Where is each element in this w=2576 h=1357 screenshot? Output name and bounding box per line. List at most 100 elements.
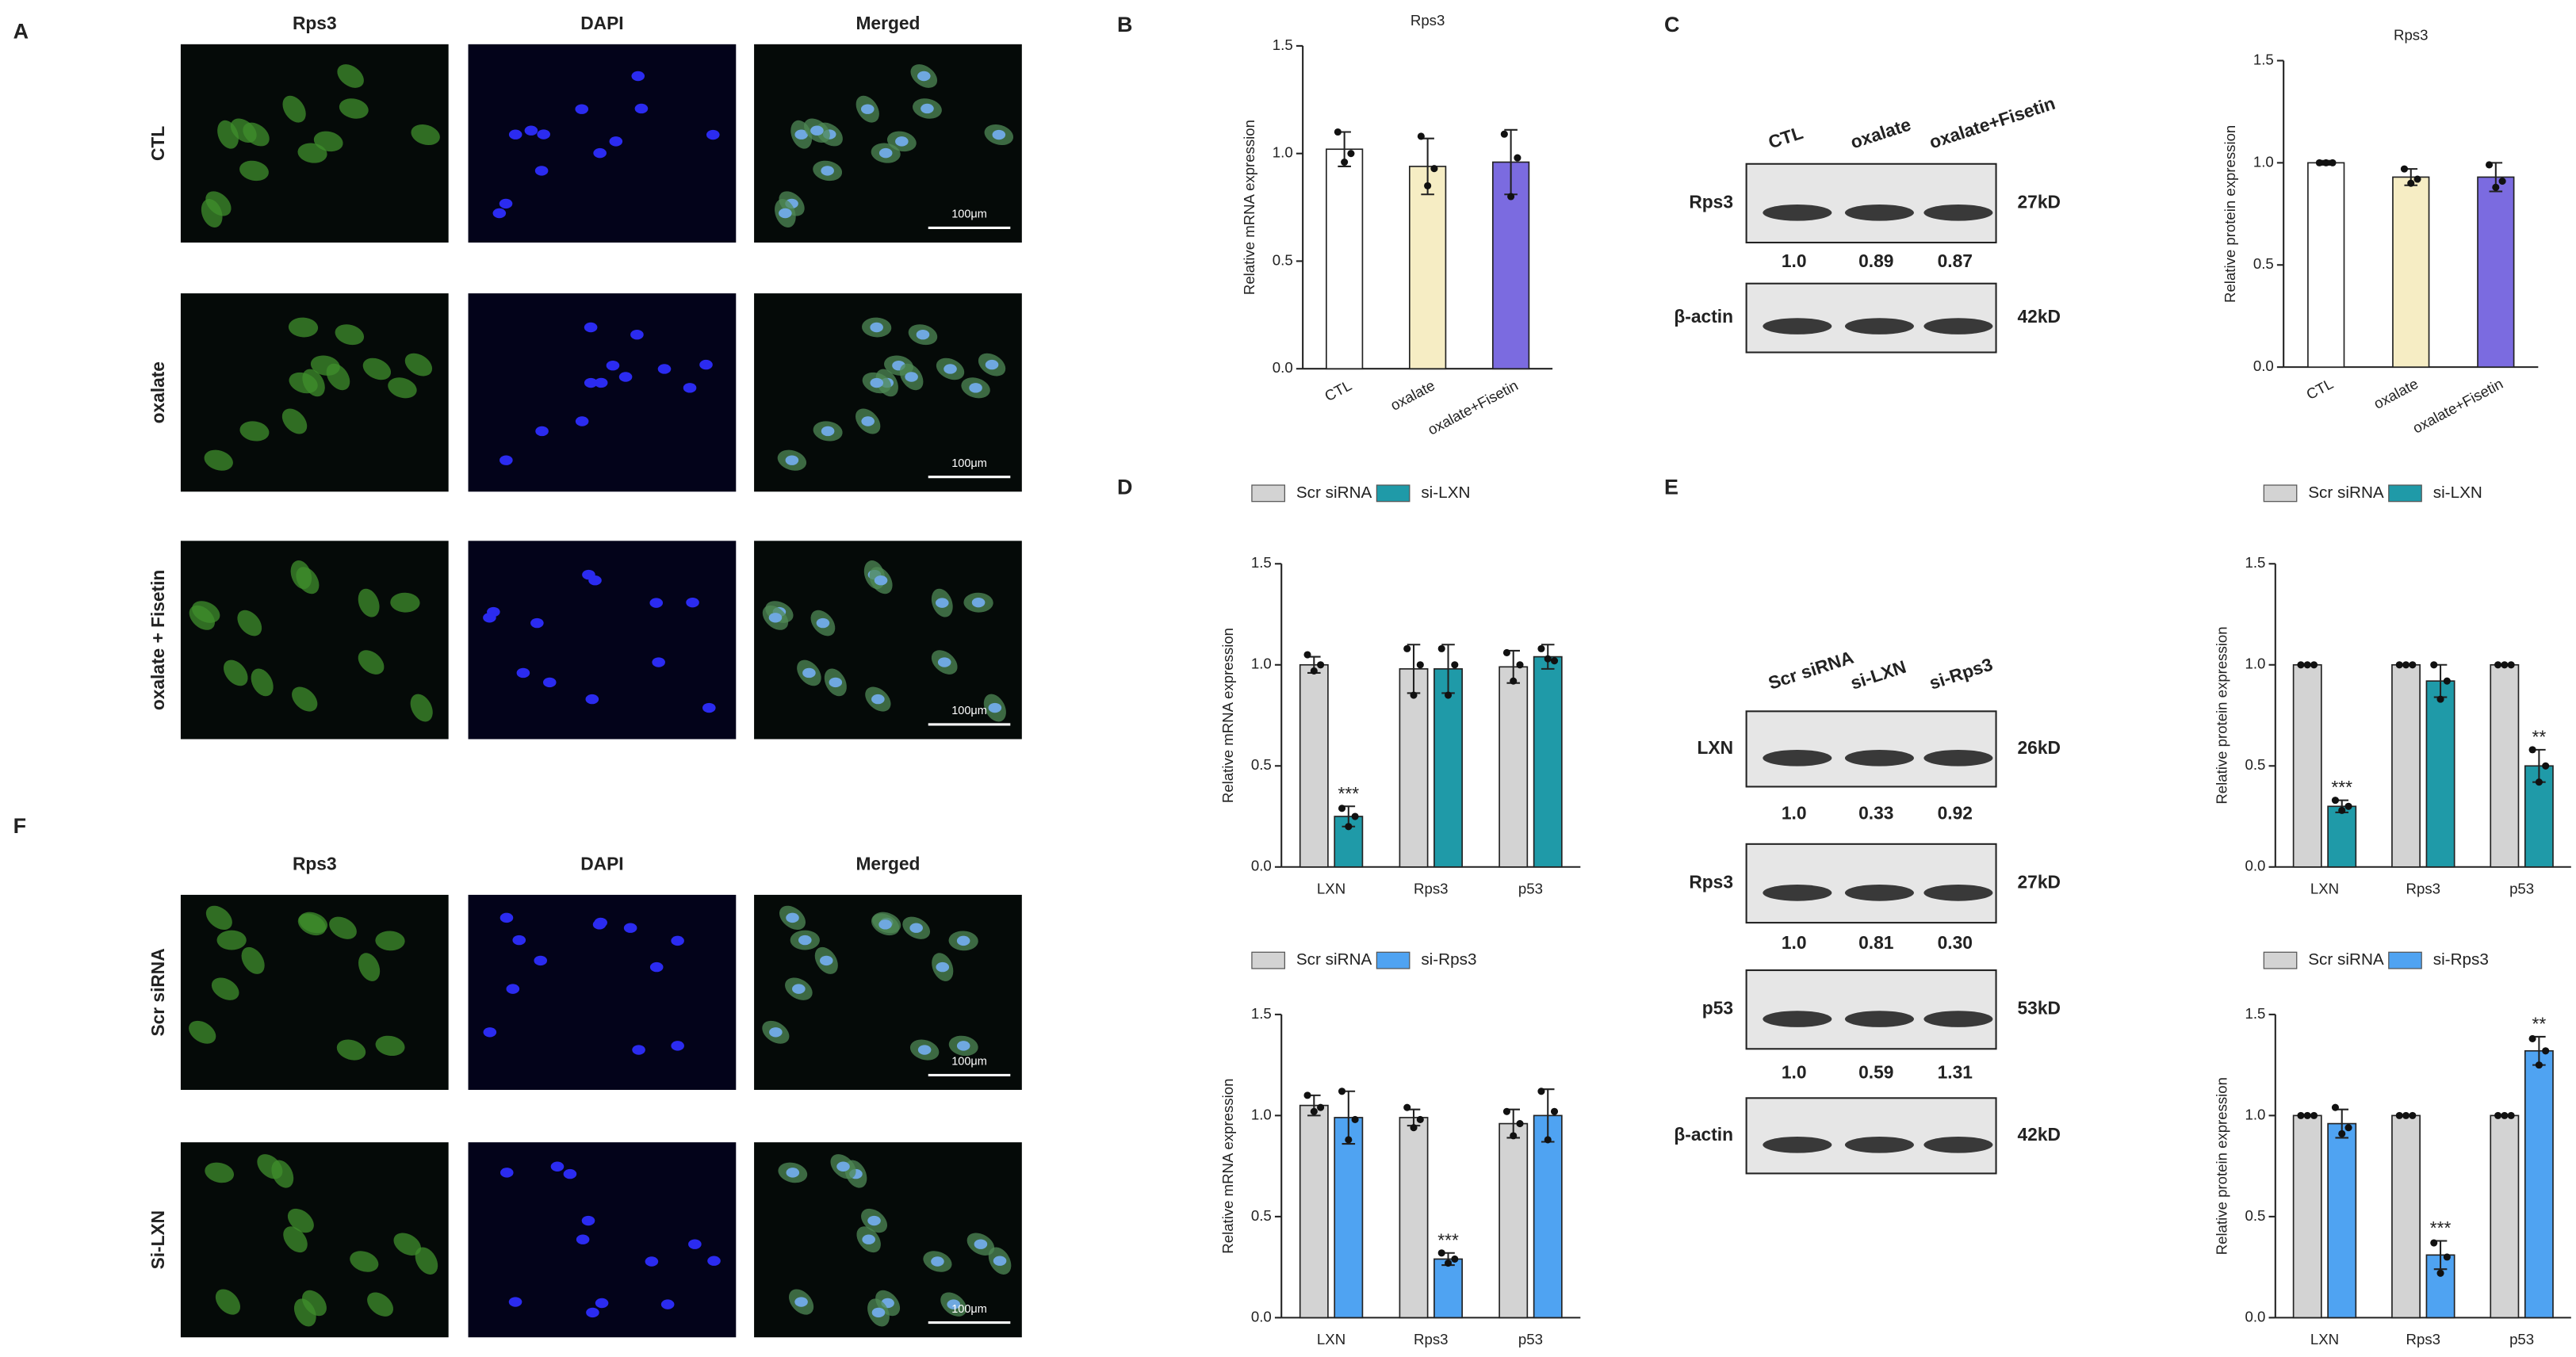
bar [2425, 680, 2455, 868]
data-point [1510, 677, 1518, 685]
bar [2392, 176, 2430, 368]
nucleus [534, 166, 549, 176]
chart-title: Rps3 [2394, 26, 2428, 43]
data-point [1341, 158, 1349, 166]
nucleus [671, 1041, 684, 1051]
data-point [1550, 657, 1559, 665]
bar [2490, 1114, 2520, 1319]
quant-label: 0.33 [1858, 803, 1893, 824]
lane-label: oxalate+Fisetin [1927, 93, 2057, 153]
blot-box [1745, 710, 1997, 788]
y-tick-label: 1.5 [1251, 554, 1272, 571]
quant-label: 0.92 [1938, 803, 1973, 824]
nucleus [524, 125, 538, 136]
nucleus [500, 1168, 514, 1178]
data-point [1317, 1103, 1325, 1111]
nucleus [586, 1307, 599, 1318]
nucleus [584, 377, 598, 388]
data-point [1416, 1115, 1424, 1124]
nucleus [594, 377, 608, 388]
data-point [2501, 661, 2509, 669]
cell [393, 1233, 422, 1256]
bar [2307, 162, 2345, 368]
y-tick-label: 0.5 [1251, 756, 1272, 773]
nucleus [686, 597, 699, 608]
nucleus [500, 455, 513, 465]
data-point [2303, 661, 2311, 669]
nucleus [534, 955, 548, 966]
nucleus [483, 613, 496, 623]
data-point [1507, 193, 1515, 201]
micrograph [468, 44, 737, 243]
nucleus [821, 166, 834, 176]
nucleus [595, 1298, 609, 1309]
significance: *** [2430, 1217, 2452, 1238]
nucleus [702, 702, 716, 713]
data-point [2528, 1034, 2536, 1043]
cell [230, 118, 257, 143]
cell [367, 1292, 393, 1317]
data-point [2494, 1111, 2502, 1119]
scale-label: 100μm [951, 208, 987, 221]
cell [216, 930, 247, 950]
data-point [2542, 1047, 2550, 1055]
cell [215, 1289, 240, 1315]
cell [287, 1208, 314, 1233]
data-point [2443, 677, 2451, 685]
legend-swatch [1251, 484, 1285, 503]
bar [1326, 148, 1364, 370]
data-point [1303, 1091, 1311, 1099]
nucleus [810, 125, 824, 136]
data-point [1310, 1107, 1318, 1115]
quant-label: 0.59 [1858, 1061, 1893, 1082]
data-point [2507, 1111, 2515, 1119]
nucleus [786, 912, 799, 923]
blot-box [1745, 969, 1997, 1050]
quant-label: 0.89 [1858, 250, 1893, 271]
cell [292, 686, 318, 712]
column-header: DAPI [580, 854, 623, 874]
data-point [2492, 183, 2500, 191]
data-point [2542, 762, 2550, 770]
column-header: Merged [855, 854, 920, 874]
column-header: Rps3 [293, 854, 337, 874]
nucleus [895, 136, 909, 147]
column-header: Merged [855, 13, 920, 33]
band [1763, 318, 1832, 334]
data-point [2443, 1253, 2451, 1261]
size-label: 42kD [2017, 306, 2060, 327]
nucleus [623, 923, 637, 933]
panel-letter: F [13, 814, 26, 838]
data-point [1310, 667, 1318, 675]
data-point [1510, 1132, 1518, 1140]
x-tick-label: oxalate [2371, 375, 2421, 412]
nucleus [794, 1297, 808, 1307]
bar [1533, 656, 1563, 868]
cell [410, 694, 433, 722]
nucleus [768, 613, 783, 623]
data-point [2344, 1124, 2352, 1132]
data-point [2329, 159, 2337, 166]
bar [1433, 668, 1463, 868]
nucleus [542, 677, 557, 688]
cell [362, 357, 392, 380]
cell [336, 1039, 366, 1061]
blot-box [1745, 843, 1997, 924]
nucleus [821, 426, 835, 437]
lane-label: si-LXN [1848, 656, 1909, 694]
nucleus [632, 1045, 645, 1055]
panel-letter: A [13, 19, 29, 43]
data-point [2498, 178, 2506, 185]
cell [358, 650, 385, 675]
legend-label: si-Rps3 [1421, 950, 1476, 969]
column-header: DAPI [580, 13, 623, 33]
cell [335, 324, 365, 346]
cell [297, 913, 327, 936]
panel-letter: B [1117, 13, 1132, 36]
x-tick-label: CTL [2303, 375, 2336, 403]
legend-label: si-LXN [1421, 484, 1470, 502]
nucleus [860, 104, 875, 114]
protein-label: β-actin [1674, 1124, 1733, 1145]
x-tick-label: oxalate [1388, 377, 1437, 414]
